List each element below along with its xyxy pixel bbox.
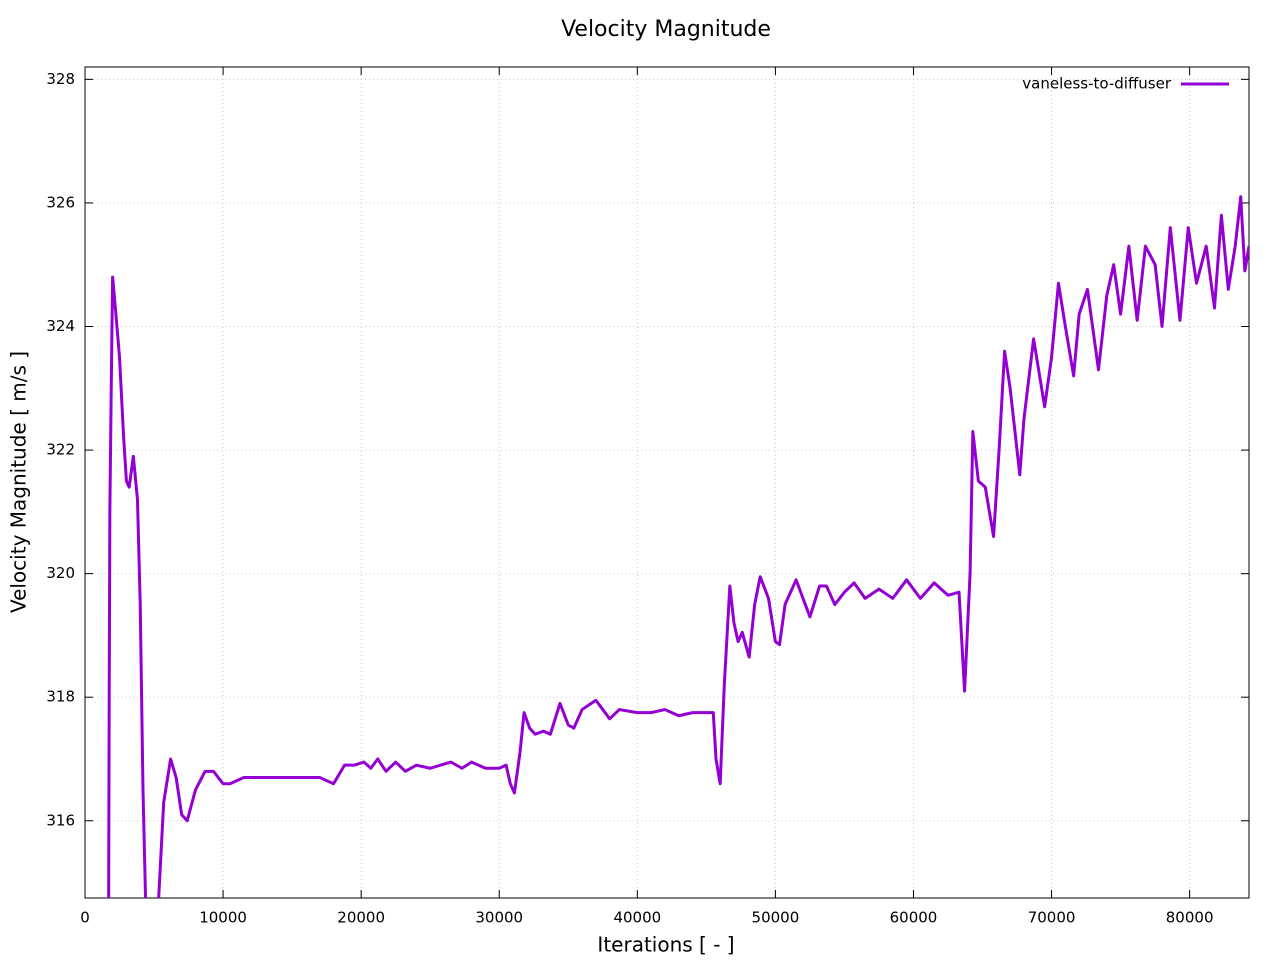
legend-label: vaneless-to-diffuser	[1022, 75, 1172, 93]
chart-title: Velocity Magnitude	[561, 17, 771, 42]
x-tick-label: 10000	[199, 909, 247, 927]
x-tick-label: 20000	[337, 909, 385, 927]
x-tick-label: 40000	[613, 909, 661, 927]
x-axis-label: Iterations [ - ]	[597, 933, 734, 957]
y-tick-label: 328	[46, 70, 75, 88]
y-tick-label: 326	[46, 193, 75, 211]
data-line	[107, 195, 1249, 898]
plot-frame	[84, 66, 1250, 899]
x-tick-label: 30000	[475, 909, 523, 927]
y-tick-label: 318	[46, 688, 75, 706]
x-tick-label: 0	[80, 909, 90, 927]
y-axis-label: Velocity Magnitude [ m/s ]	[7, 351, 31, 613]
x-tick-label: 70000	[1028, 909, 1076, 927]
x-tick-label: 60000	[890, 909, 938, 927]
y-tick-label: 322	[46, 441, 75, 459]
y-tick-label: 320	[46, 564, 75, 582]
y-tick-label: 316	[46, 811, 75, 829]
y-tick-label: 324	[46, 317, 75, 335]
x-tick-label: 50000	[752, 909, 800, 927]
x-tick-label: 80000	[1166, 909, 1214, 927]
